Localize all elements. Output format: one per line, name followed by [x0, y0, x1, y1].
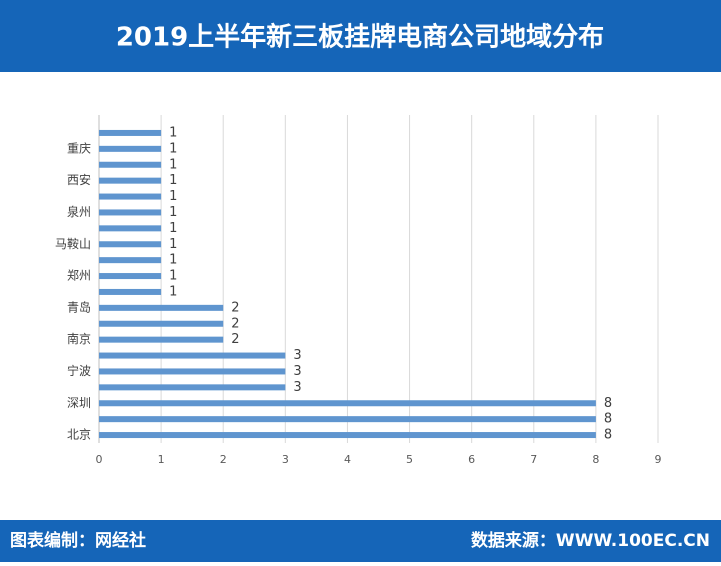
- bar: [99, 161, 162, 168]
- x-tick-label: 2: [220, 453, 227, 466]
- y-tick-label: 重庆: [67, 141, 91, 155]
- y-tick-label: 深圳: [67, 396, 91, 410]
- x-tick-label: 3: [282, 453, 289, 466]
- bar: [99, 432, 596, 439]
- y-tick-label: 北京: [67, 428, 91, 442]
- bar: [99, 320, 224, 327]
- value-label: 1: [169, 157, 177, 172]
- x-tick-label: 4: [344, 453, 351, 466]
- header-band: [0, 0, 721, 72]
- value-label: 8: [604, 428, 612, 443]
- value-label: 3: [293, 364, 301, 379]
- y-tick-label: 西安: [67, 172, 91, 187]
- bar: [99, 225, 162, 232]
- y-tick-label: 郑州: [67, 268, 91, 283]
- bar: [99, 368, 286, 375]
- x-tick-label: 9: [655, 453, 662, 466]
- value-label: 3: [293, 380, 301, 395]
- value-label: 1: [169, 173, 177, 188]
- y-tick-label: 青岛: [67, 299, 91, 314]
- value-label: 1: [169, 253, 177, 268]
- bar: [99, 177, 162, 184]
- x-tick-label: 7: [530, 453, 537, 466]
- y-tick-label: 泉州: [67, 205, 91, 219]
- x-tick-label: 0: [96, 453, 103, 466]
- x-tick-label: 5: [406, 453, 413, 466]
- bar: [99, 304, 224, 311]
- value-label: 2: [231, 332, 239, 347]
- bar: [99, 209, 162, 216]
- bar: [99, 273, 162, 280]
- footer-band: [0, 520, 721, 562]
- value-label: 8: [604, 412, 612, 427]
- bar: [99, 129, 162, 136]
- chart-title: 2019上半年新三板挂牌电商公司地域分布: [116, 22, 604, 53]
- footer-right: 数据来源：WWW.100EC.CN: [471, 530, 710, 551]
- bar: [99, 193, 162, 200]
- value-label: 1: [169, 237, 177, 252]
- bar: [99, 352, 286, 359]
- plot-background: [0, 72, 721, 520]
- value-label: 1: [169, 189, 177, 204]
- value-label: 1: [169, 269, 177, 284]
- value-label: 3: [293, 348, 301, 363]
- y-tick-label: 宁波: [67, 363, 91, 378]
- value-label: 1: [169, 284, 177, 299]
- x-tick-label: 8: [592, 453, 599, 466]
- value-label: 2: [231, 300, 239, 315]
- x-tick-label: 1: [158, 453, 165, 466]
- y-tick-label: 南京: [67, 331, 91, 346]
- footer-left: 图表编制：网经社: [10, 530, 146, 551]
- bar: [99, 257, 162, 264]
- bar: [99, 400, 596, 407]
- x-tick-label: 6: [468, 453, 475, 466]
- value-label: 1: [169, 221, 177, 236]
- value-label: 1: [169, 141, 177, 156]
- bar: [99, 288, 162, 295]
- bar: [99, 416, 596, 423]
- value-label: 1: [169, 205, 177, 220]
- value-label: 2: [231, 316, 239, 331]
- bar: [99, 336, 224, 343]
- y-tick-label: 马鞍山: [55, 236, 91, 251]
- bar: [99, 384, 286, 391]
- value-label: 8: [604, 396, 612, 411]
- bar: [99, 145, 162, 152]
- bar: [99, 241, 162, 248]
- value-label: 1: [169, 125, 177, 140]
